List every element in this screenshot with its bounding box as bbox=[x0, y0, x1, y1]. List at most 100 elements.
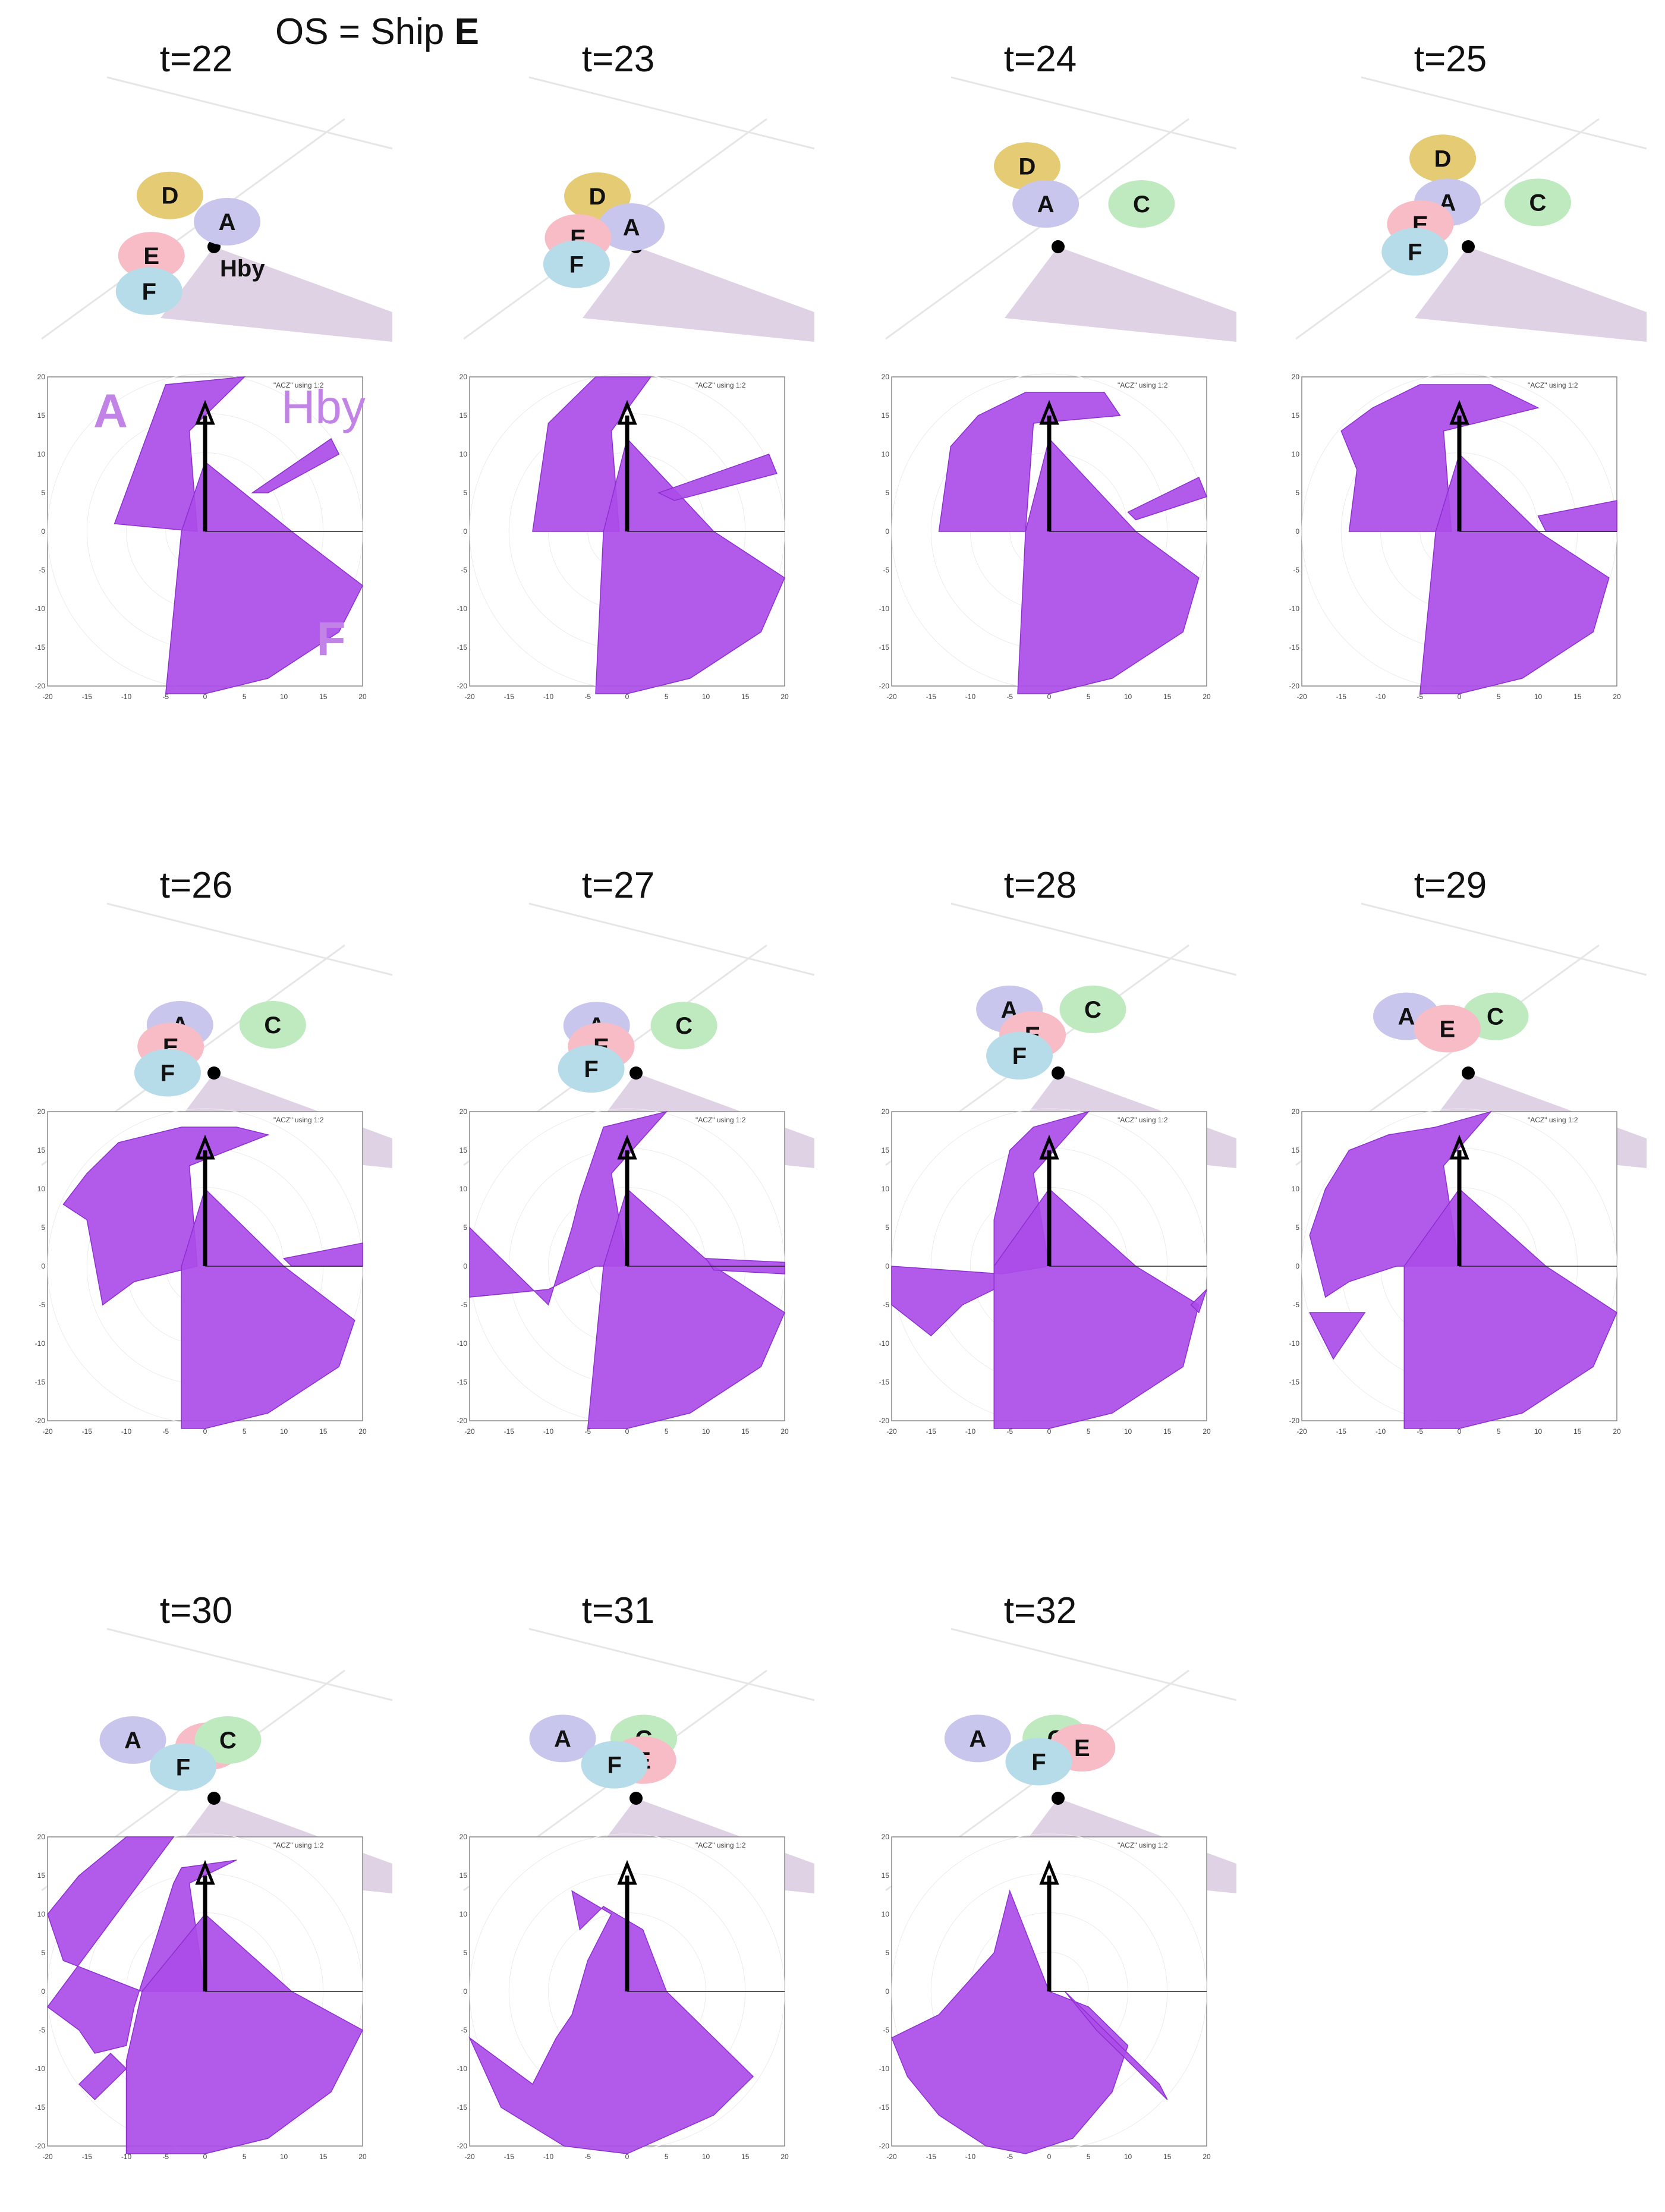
obstacle-region bbox=[165, 461, 363, 694]
x-tick-label: -15 bbox=[926, 1427, 937, 1436]
ship-a-label: A bbox=[969, 1726, 986, 1752]
ship-f-marker bbox=[1005, 1738, 1072, 1786]
x-tick-label: -5 bbox=[162, 2153, 169, 2161]
ship-a-marker bbox=[944, 1714, 1011, 1763]
obstacle-plot: "ACZ" using 1:2 -20 -20 -15 -15 -10 -10 -5 -5 0 0 5… bbox=[35, 1833, 367, 2161]
heading-arrow-head bbox=[1449, 399, 1469, 425]
ship-c-marker bbox=[1505, 178, 1571, 226]
x-tick-label: 0 bbox=[1047, 2153, 1052, 2161]
x-tick-label: -5 bbox=[584, 1427, 591, 1436]
y-tick-label: 10 bbox=[1292, 1185, 1300, 1193]
reference-line bbox=[41, 118, 345, 340]
ship-f-marker bbox=[150, 1743, 216, 1791]
x-tick-label: -10 bbox=[965, 693, 976, 701]
obstacle-region bbox=[251, 438, 340, 493]
obstacle-plot: "ACZ" using 1:2 -20 -20 -15 -15 -10 -10 -5 -5 0 0 5… bbox=[457, 1833, 789, 2161]
time-step-label: t=32 bbox=[1004, 1590, 1077, 1631]
x-tick-label: 10 bbox=[1124, 693, 1132, 701]
x-tick-label: 20 bbox=[1613, 1427, 1621, 1436]
x-tick-label: 0 bbox=[1047, 1427, 1052, 1436]
y-tick-label: 10 bbox=[882, 1910, 890, 1918]
x-tick-label: -10 bbox=[1376, 1427, 1386, 1436]
x-tick-label: 20 bbox=[780, 1427, 789, 1436]
y-tick-label: -20 bbox=[879, 2142, 890, 2150]
x-tick-label: 20 bbox=[780, 693, 789, 701]
y-tick-label: -5 bbox=[39, 566, 45, 574]
y-tick-label: -10 bbox=[35, 605, 46, 613]
safe-sector bbox=[1005, 247, 1236, 342]
obstacle-plot: "ACZ" using 1:2 -20 -20 -15 -15 -10 -10 -5 -5 0 0 5… bbox=[35, 1107, 367, 1436]
x-tick-label: 20 bbox=[1613, 693, 1621, 701]
time-step-label: t=30 bbox=[160, 1590, 232, 1631]
y-tick-label: 10 bbox=[882, 450, 890, 458]
x-tick-label: 0 bbox=[625, 693, 630, 701]
ship-c-marker bbox=[194, 1716, 262, 1764]
y-tick-label: 15 bbox=[882, 1871, 890, 1880]
ship-f-marker bbox=[543, 240, 610, 288]
plot-key-label: "ACZ" using 1:2 bbox=[695, 381, 746, 389]
reference-line bbox=[950, 902, 1237, 976]
ship-c-label: C bbox=[1529, 190, 1547, 216]
obstacle-region bbox=[595, 438, 785, 694]
ship-a-label: A bbox=[554, 1726, 571, 1752]
x-tick-label: 20 bbox=[1203, 1427, 1211, 1436]
obstacle-plot: "ACZ" using 1:2 -20 -20 -15 -15 -10 -10 -5 -5 0 0 5… bbox=[879, 1833, 1211, 2161]
heading-arrow-head bbox=[617, 1134, 637, 1160]
x-tick-label: 5 bbox=[665, 693, 669, 701]
x-tick-label: 15 bbox=[741, 2153, 750, 2161]
x-tick-label: -10 bbox=[121, 693, 132, 701]
plot-key-label: "ACZ" using 1:2 bbox=[273, 381, 324, 389]
own-ship-marker bbox=[1462, 1066, 1475, 1080]
x-tick-label: 5 bbox=[1497, 1427, 1501, 1436]
reference-line bbox=[1361, 902, 1647, 976]
x-tick-label: 10 bbox=[702, 2153, 710, 2161]
plot-key-label: "ACZ" using 1:2 bbox=[273, 1841, 324, 1849]
x-tick-label: -20 bbox=[886, 1427, 897, 1436]
x-tick-label: -10 bbox=[1376, 693, 1386, 701]
ship-f-label: F bbox=[1408, 240, 1422, 266]
x-tick-label: -10 bbox=[965, 1427, 976, 1436]
y-tick-label: 15 bbox=[37, 1146, 46, 1154]
encounter-scene: t=22 Hby D A EF bbox=[41, 39, 393, 342]
y-tick-label: 5 bbox=[41, 1949, 45, 1957]
x-tick-label: 0 bbox=[625, 2153, 630, 2161]
reference-line bbox=[885, 118, 1189, 340]
time-step-label: t=28 bbox=[1004, 865, 1077, 906]
y-tick-label: 10 bbox=[882, 1185, 890, 1193]
x-tick-label: -5 bbox=[1006, 1427, 1013, 1436]
x-tick-label: 15 bbox=[741, 693, 750, 701]
y-tick-label: -15 bbox=[1289, 643, 1300, 652]
y-tick-label: 0 bbox=[463, 1987, 467, 1996]
x-tick-label: 5 bbox=[665, 2153, 669, 2161]
y-tick-label: -20 bbox=[35, 682, 46, 690]
ship-c-label: C bbox=[1487, 1004, 1504, 1030]
own-ship-marker bbox=[207, 1066, 221, 1080]
x-tick-label: -15 bbox=[82, 693, 93, 701]
obstacle-region bbox=[1064, 1991, 1168, 2100]
own-ship-marker bbox=[1052, 1792, 1065, 1805]
y-tick-label: 20 bbox=[882, 1107, 890, 1116]
obstacle-region bbox=[181, 1188, 355, 1429]
ship-c-marker bbox=[1059, 985, 1126, 1033]
y-tick-label: 10 bbox=[37, 1910, 46, 1918]
y-tick-label: -10 bbox=[1289, 605, 1300, 613]
y-tick-label: -15 bbox=[879, 643, 890, 652]
y-tick-label: -20 bbox=[879, 1417, 890, 1425]
y-tick-label: -15 bbox=[35, 1378, 46, 1386]
obstacle-region bbox=[657, 454, 778, 501]
ship-e-marker bbox=[1414, 1005, 1481, 1053]
ship-a-marker bbox=[194, 197, 261, 246]
own-ship-marker bbox=[630, 1066, 643, 1080]
y-tick-label: -15 bbox=[457, 1378, 468, 1386]
y-tick-label: 5 bbox=[463, 489, 467, 497]
region-annotation: A bbox=[93, 385, 128, 438]
x-tick-label: -15 bbox=[504, 693, 515, 701]
x-tick-label: 5 bbox=[1087, 2153, 1091, 2161]
y-tick-label: -5 bbox=[883, 2026, 889, 2034]
time-step-label: t=27 bbox=[582, 865, 654, 906]
x-tick-label: 20 bbox=[358, 1427, 367, 1436]
y-tick-label: -15 bbox=[457, 2103, 468, 2112]
obstacle-region bbox=[1419, 453, 1610, 694]
ship-f-label: F bbox=[142, 279, 156, 305]
